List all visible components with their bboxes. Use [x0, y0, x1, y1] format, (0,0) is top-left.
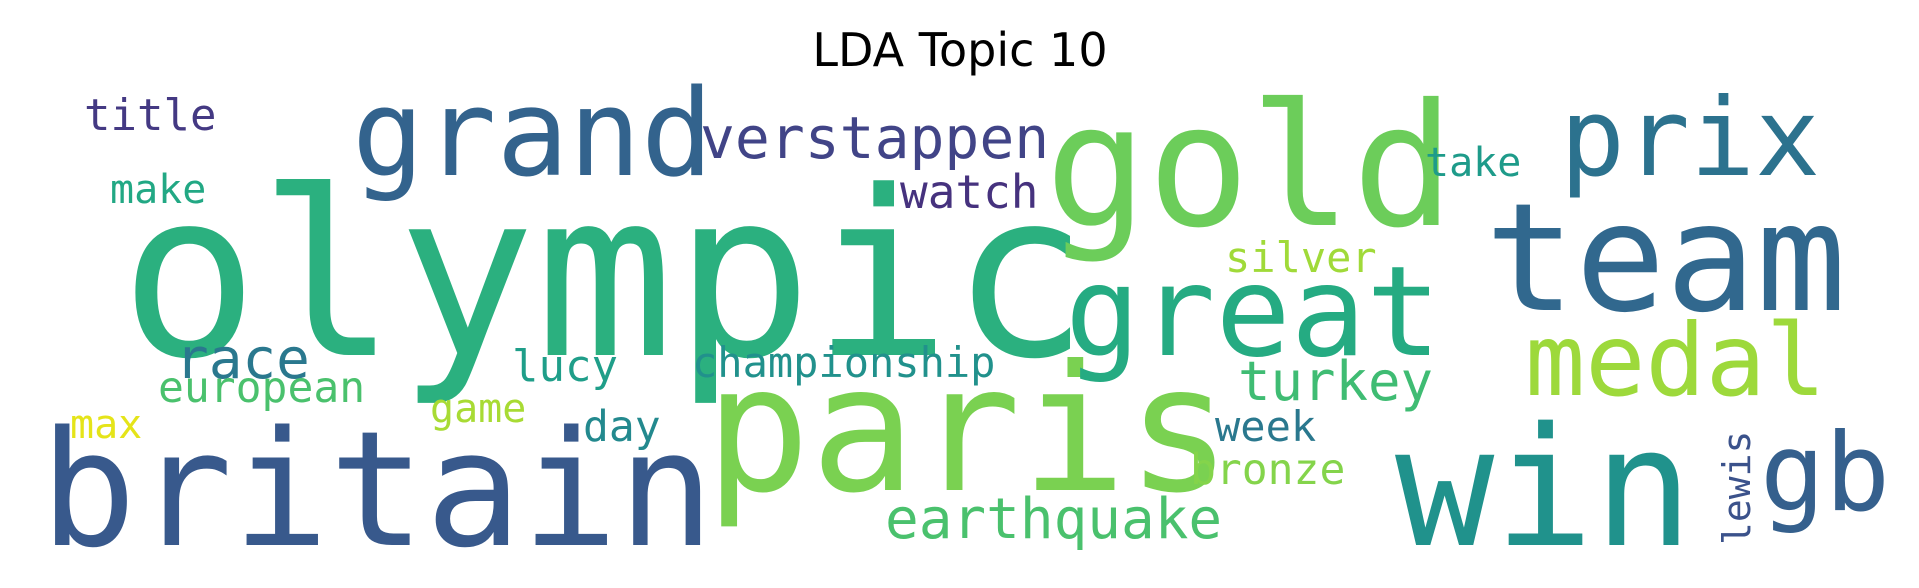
- word-gold: gold: [1045, 68, 1454, 266]
- word-game: game: [430, 386, 526, 432]
- word-max: max: [70, 402, 142, 448]
- word-turkey: turkey: [1238, 350, 1433, 413]
- word-verstappen: verstappen: [700, 104, 1049, 172]
- word-olympic: olympic: [120, 143, 1089, 410]
- word-gb: gb: [1760, 411, 1890, 536]
- word-great: great: [1065, 240, 1441, 385]
- word-championship: championship: [692, 338, 995, 387]
- word-britain: britain: [40, 396, 714, 583]
- word-take: take: [1425, 140, 1521, 186]
- word-paris: paris: [705, 329, 1232, 532]
- word-prix: prix: [1560, 76, 1820, 201]
- word-make: make: [110, 167, 206, 213]
- word-week: week: [1215, 402, 1316, 451]
- word-team: team: [1485, 172, 1846, 346]
- word-earthquake: earthquake: [885, 487, 1222, 552]
- word-title: title: [84, 90, 216, 141]
- word-bronze: bronze: [1190, 445, 1345, 495]
- word-silver: silver: [1225, 233, 1377, 282]
- word-european: european: [158, 363, 365, 413]
- word-race: race: [175, 327, 310, 392]
- word-day: day: [583, 402, 661, 452]
- word-grand: grand: [352, 65, 713, 204]
- word-lewis: lewis: [1715, 431, 1759, 545]
- word-watch: watch: [900, 165, 1038, 219]
- word-lucy: lucy: [512, 341, 618, 392]
- chart-title: LDA Topic 10: [812, 23, 1107, 77]
- word-win: win: [1395, 392, 1693, 584]
- word-medal: medal: [1525, 302, 1826, 419]
